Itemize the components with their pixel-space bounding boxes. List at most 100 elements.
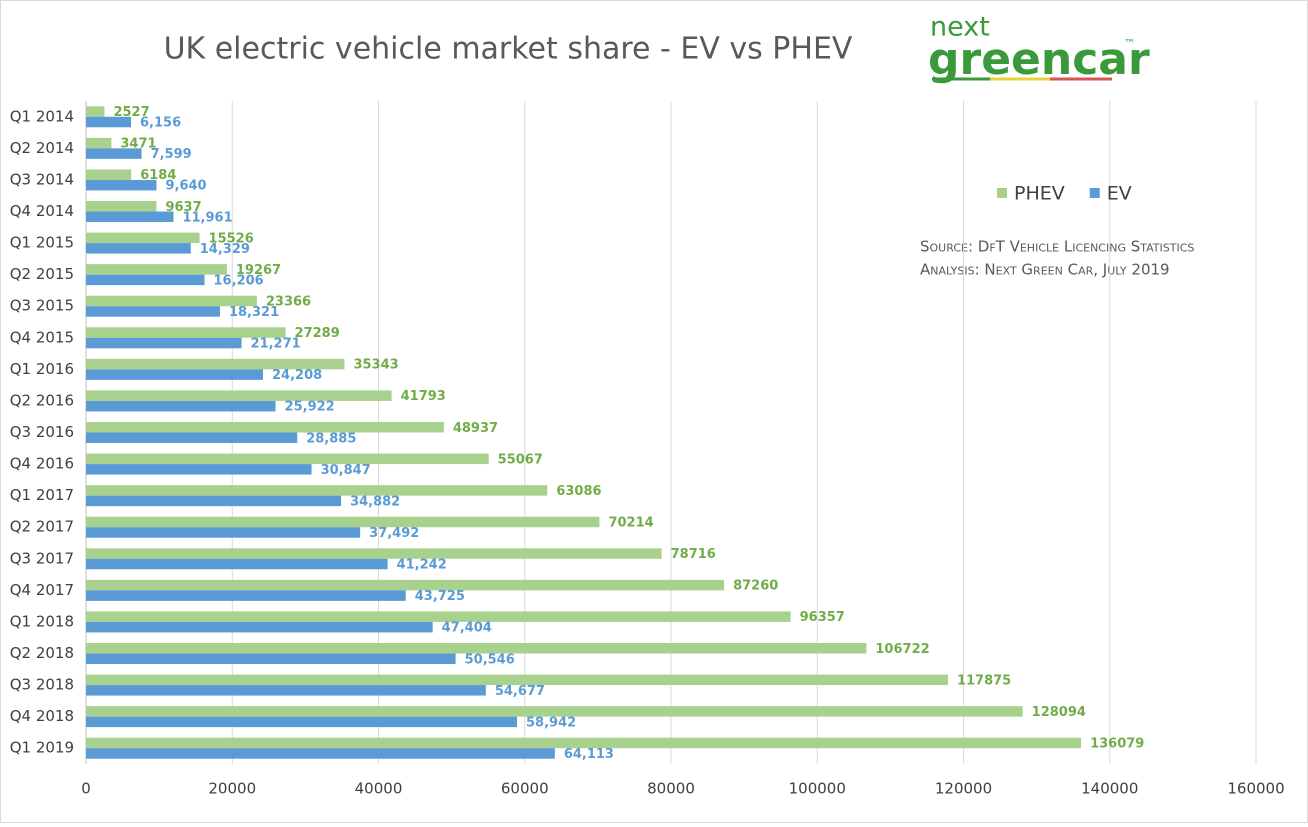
bar <box>86 453 489 465</box>
legend-swatch <box>997 188 1007 198</box>
value-label: 34,882 <box>350 494 400 509</box>
value-label: 25,922 <box>285 400 335 415</box>
y-tick-label: Q1 2018 <box>10 612 74 630</box>
bar <box>86 643 867 654</box>
y-tick-label: Q1 2016 <box>10 360 74 378</box>
value-label: 41,242 <box>397 558 447 573</box>
y-tick-label: Q3 2017 <box>10 549 74 567</box>
bar <box>86 674 948 686</box>
bar <box>86 516 600 528</box>
value-label: 47,404 <box>442 621 492 636</box>
value-label: 50,546 <box>465 652 515 667</box>
value-label: 58,942 <box>526 715 576 730</box>
value-label: 9,640 <box>165 179 206 194</box>
y-tick-label: Q4 2014 <box>10 202 74 220</box>
bar <box>86 106 105 117</box>
y-tick-label: Q4 2017 <box>10 581 74 599</box>
y-tick-label: Q3 2018 <box>10 676 74 694</box>
value-label: 6,156 <box>140 116 181 131</box>
bar <box>86 527 361 538</box>
bar <box>86 211 174 222</box>
analysis-note: Analysis: Next Green Car, July 2019 <box>920 261 1170 279</box>
value-label: 11,961 <box>182 210 232 225</box>
value-label: 70214 <box>608 515 653 530</box>
x-tick-label: 40000 <box>355 780 403 798</box>
bar <box>86 327 286 338</box>
value-label: 48937 <box>453 421 498 436</box>
source-note: Source: DfT Vehicle Licencing Statistics <box>920 238 1194 256</box>
value-label: 35343 <box>353 358 398 373</box>
value-label: 128094 <box>1032 705 1086 720</box>
value-label: 136079 <box>1090 736 1144 751</box>
bar <box>86 148 142 159</box>
bar <box>86 295 257 307</box>
value-label: 87260 <box>733 579 778 594</box>
value-label: 78716 <box>671 547 716 562</box>
y-tick-label: Q2 2014 <box>10 139 74 157</box>
value-label: 15526 <box>209 231 254 246</box>
chart-title: UK electric vehicle market share - EV vs… <box>164 32 853 67</box>
bar <box>86 621 433 633</box>
value-label: 55067 <box>498 452 543 467</box>
value-label: 28,885 <box>306 431 356 446</box>
bar <box>86 243 191 254</box>
y-tick-label: Q2 2017 <box>10 518 74 536</box>
x-tick-label: 60000 <box>501 780 549 798</box>
value-label: 9637 <box>165 200 201 215</box>
value-label: 117875 <box>957 673 1011 688</box>
bar <box>86 306 220 317</box>
value-label: 27289 <box>295 326 340 341</box>
value-label: 41793 <box>401 389 446 404</box>
bar <box>86 422 444 433</box>
y-tick-label: Q1 2017 <box>10 486 74 504</box>
bar <box>86 369 264 380</box>
y-tick-label: Q3 2014 <box>10 170 74 188</box>
bar <box>86 358 345 370</box>
bar <box>86 232 200 244</box>
value-label: 37,492 <box>369 526 419 541</box>
bar <box>86 716 518 728</box>
bar <box>86 464 312 475</box>
bar <box>86 169 132 180</box>
bar <box>86 432 298 443</box>
x-tick-label: 120000 <box>935 780 992 798</box>
y-tick-label: Q2 2015 <box>10 265 74 283</box>
y-tick-label: Q4 2018 <box>10 707 74 725</box>
bar <box>86 337 242 349</box>
value-label: 14,329 <box>200 242 250 257</box>
legend-label: PHEV <box>1014 183 1065 205</box>
value-label: 30,847 <box>321 463 371 478</box>
logo-mark: ™ <box>1124 37 1135 50</box>
value-label: 19267 <box>236 263 281 278</box>
bar <box>86 611 791 622</box>
bar <box>86 685 486 696</box>
value-label: 64,113 <box>564 747 614 762</box>
bar <box>86 400 276 412</box>
x-tick-label: 0 <box>81 780 91 798</box>
x-tick-label: 20000 <box>208 780 256 798</box>
bar <box>86 748 555 759</box>
bar <box>86 737 1082 749</box>
bar <box>86 390 392 401</box>
bar <box>86 653 456 664</box>
bar <box>86 590 406 601</box>
bar <box>86 495 342 507</box>
y-tick-label: Q1 2015 <box>10 234 74 252</box>
y-tick-label: Q1 2014 <box>10 107 74 125</box>
legend-label: EV <box>1107 183 1132 205</box>
bar <box>86 548 662 559</box>
bar <box>86 179 157 191</box>
value-label: 3471 <box>120 137 156 152</box>
y-tick-label: Q3 2016 <box>10 423 74 441</box>
value-label: 106722 <box>875 642 929 657</box>
value-label: 24,208 <box>272 368 322 383</box>
bar <box>86 116 132 128</box>
bar <box>86 201 157 212</box>
logo-main: greencar <box>928 34 1150 85</box>
bar <box>86 558 388 570</box>
bar <box>86 485 548 496</box>
value-label: 2527 <box>113 105 149 120</box>
value-label: 23366 <box>266 294 311 309</box>
